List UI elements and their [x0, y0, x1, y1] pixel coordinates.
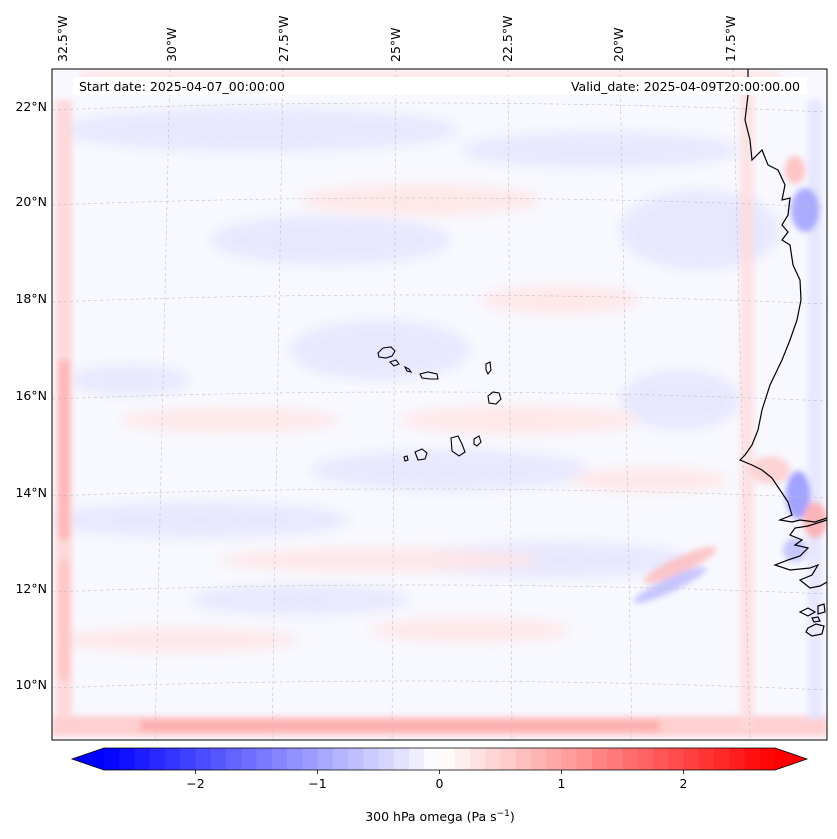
lat-label: 22°N [15, 99, 47, 114]
colorbar-cell [134, 748, 151, 770]
colorbar-min-extension [72, 748, 104, 770]
lon-label: 30°W [164, 27, 179, 62]
date-banner [73, 77, 807, 95]
start-date-label: Start date: 2025-04-07_00:00:00 [79, 79, 285, 94]
colorbar-cell [241, 748, 258, 770]
colorbar-tick-label: 1 [558, 776, 566, 791]
colorbar-cell [409, 748, 425, 770]
colorbar-cell [729, 748, 746, 770]
colorbar-cell [424, 748, 441, 770]
lat-label: 16°N [15, 388, 47, 403]
lat-label: 20°N [15, 194, 47, 209]
colorbar-tick-label: −2 [186, 776, 204, 791]
lon-label: 32.5°W [55, 16, 70, 62]
colorbar-cell [210, 748, 227, 770]
colorbar-cell [363, 748, 380, 770]
colorbar-tick-label: −1 [308, 776, 326, 791]
lat-label: 10°N [15, 677, 47, 692]
colorbar-cell [332, 748, 349, 770]
colorbar-cell [393, 748, 410, 770]
colorbar-ticks: −2 −1 0 1 2 [186, 770, 687, 791]
colorbar-cell [119, 748, 136, 770]
graticule [52, 69, 827, 740]
longitude-labels: 32.5°W 30°W 27.5°W 25°W 22.5°W 20°W 17.5… [55, 16, 738, 62]
colorbar-cell [744, 748, 761, 770]
colorbar-cell [683, 748, 700, 770]
colorbar-label: 300 hPa omega (Pa s−1) [365, 809, 515, 824]
colorbar-cell [271, 748, 288, 770]
colorbar-cell [576, 748, 593, 770]
lat-label: 12°N [15, 581, 47, 596]
colorbar-cell [348, 748, 364, 770]
omega-field [52, 72, 827, 736]
colorbar-cell [439, 748, 456, 770]
colorbar-outline [70, 747, 809, 771]
colorbar-cell [317, 748, 334, 770]
lon-label: 20°W [611, 27, 626, 62]
colorbar-cell [180, 748, 197, 770]
colorbar-cell [592, 748, 608, 770]
colorbar-max-extension [775, 748, 807, 770]
map-frame [51, 68, 828, 741]
lon-label: 17.5°W [723, 16, 738, 62]
colorbar-cell [470, 748, 486, 770]
lon-label: 25°W [388, 27, 403, 62]
colorbar-cell [104, 748, 120, 770]
colorbar-cell [637, 748, 654, 770]
colorbar-cell [561, 748, 578, 770]
colorbar-cell [607, 748, 624, 770]
valid-date-label: Valid_date: 2025-04-09T20:00:00.00 [571, 79, 800, 94]
colorbar-cell [302, 748, 319, 770]
colorbar-cell [287, 748, 303, 770]
colorbar-cell [668, 748, 685, 770]
colorbar-cell [378, 748, 395, 770]
colorbar-cell [759, 748, 776, 770]
colorbar-cell [622, 748, 639, 770]
lat-label: 14°N [15, 485, 47, 500]
colorbar-cell [714, 748, 730, 770]
colorbar-cell [256, 748, 273, 770]
colorbar-cells [104, 748, 776, 770]
colorbar-cell [653, 748, 669, 770]
colorbar-cell [226, 748, 242, 770]
lon-label: 27.5°W [276, 16, 291, 62]
lon-label: 22.5°W [500, 16, 515, 62]
colorbar-cell [546, 748, 563, 770]
lat-label: 18°N [15, 291, 47, 306]
latitude-labels: 22°N 20°N 18°N 16°N 14°N 12°N 10°N [15, 99, 47, 692]
colorbar-cell [454, 748, 471, 770]
colorbar-cell [485, 748, 502, 770]
colorbar: −2 −1 0 1 2 300 hPa omega (Pa s−1) [70, 747, 809, 824]
colorbar-tick-label: 0 [436, 776, 444, 791]
islands [377, 346, 502, 462]
coastline [738, 69, 827, 637]
colorbar-cell [165, 748, 181, 770]
colorbar-tick-label: 2 [680, 776, 688, 791]
colorbar-cell [515, 748, 532, 770]
colorbar-cell [531, 748, 547, 770]
colorbar-cell [500, 748, 517, 770]
colorbar-cell [149, 748, 166, 770]
colorbar-cell [698, 748, 715, 770]
map-panel: Start date: 2025-04-07_00:00:00 Valid_da… [51, 68, 828, 741]
colorbar-cell [195, 748, 212, 770]
